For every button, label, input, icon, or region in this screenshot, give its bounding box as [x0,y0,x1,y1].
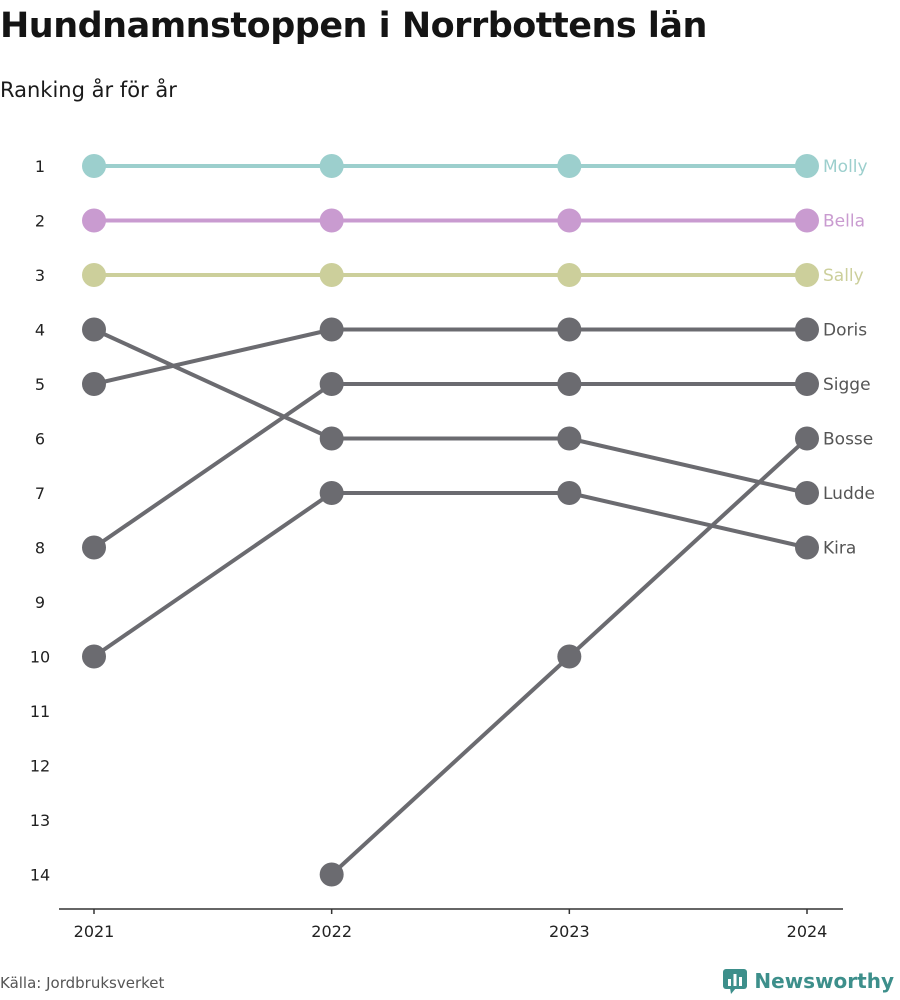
series-line [92,382,809,550]
data-point [319,208,344,233]
data-point [795,426,819,451]
chart-subtitle: Ranking år för år [0,78,177,102]
series-end-label: Doris [823,321,867,341]
data-point [557,208,582,233]
data-point [319,481,344,505]
data-point [319,317,344,342]
brand-name: Newsworthy [754,969,894,993]
series-ludde: Ludde [82,317,875,505]
data-point [319,426,344,451]
chart-title: Hundnamnstoppen i Norrbottens län [0,6,707,46]
series-sally: Sally [82,263,864,287]
data-point [82,372,106,396]
data-point [795,317,819,342]
data-point [557,154,582,178]
y-tick-label: 7 [35,484,45,503]
y-tick-label: 10 [30,648,50,667]
newsworthy-logo-icon [723,969,748,994]
data-point [795,208,819,233]
y-tick-label: 12 [30,757,50,776]
data-point [82,535,106,560]
series-kira: Kira [82,481,856,669]
y-tick-label: 1 [35,157,45,176]
y-tick-label: 8 [35,539,45,558]
data-point [795,154,819,178]
series-end-label: Kira [823,539,856,559]
series-end-label: Molly [823,157,868,177]
data-point [319,154,344,178]
y-tick-label: 3 [35,266,45,285]
data-point [557,263,582,287]
data-point [795,372,819,396]
series-end-label: Ludde [823,484,875,504]
data-point [82,208,106,233]
source-note: Källa: Jordbruksverket [0,974,165,992]
series-bosse: Bosse [319,426,873,887]
data-point [557,317,582,342]
data-point [795,535,819,560]
data-point [82,644,106,669]
y-tick-label: 6 [35,430,45,449]
y-tick-label: 14 [30,866,50,885]
series-end-label: Bella [823,212,865,232]
series-doris: Doris [82,317,867,396]
data-point [319,263,344,287]
data-point [795,481,819,505]
data-point [557,426,582,451]
series-line [92,327,809,495]
series-molly: Molly [82,154,868,178]
y-tick-label: 11 [30,702,50,721]
series-bella: Bella [82,208,865,233]
brand-logo: Newsworthy [722,968,894,994]
series-end-label: Sigge [823,375,871,395]
data-point [557,644,582,669]
x-tick-label: 2022 [311,922,352,941]
y-tick-label: 13 [30,811,50,830]
series-end-label: Bosse [823,430,873,450]
y-tick-label: 5 [35,375,45,394]
series-end-label: Sally [823,266,864,286]
x-tick-label: 2021 [74,922,115,941]
x-tick-label: 2024 [787,922,828,941]
y-tick-label: 2 [35,212,45,231]
y-tick-label: 9 [35,593,45,612]
series-sigge: Sigge [82,372,871,560]
data-point [82,263,106,287]
data-point [82,317,106,342]
series-line [92,327,809,386]
x-tick-label: 2023 [549,922,590,941]
data-point [82,154,106,178]
series-line [92,491,809,659]
data-point [795,263,819,287]
data-point [557,481,582,505]
y-tick-label: 4 [35,321,45,340]
data-point [319,862,344,887]
data-point [319,372,344,396]
data-point [557,372,582,396]
